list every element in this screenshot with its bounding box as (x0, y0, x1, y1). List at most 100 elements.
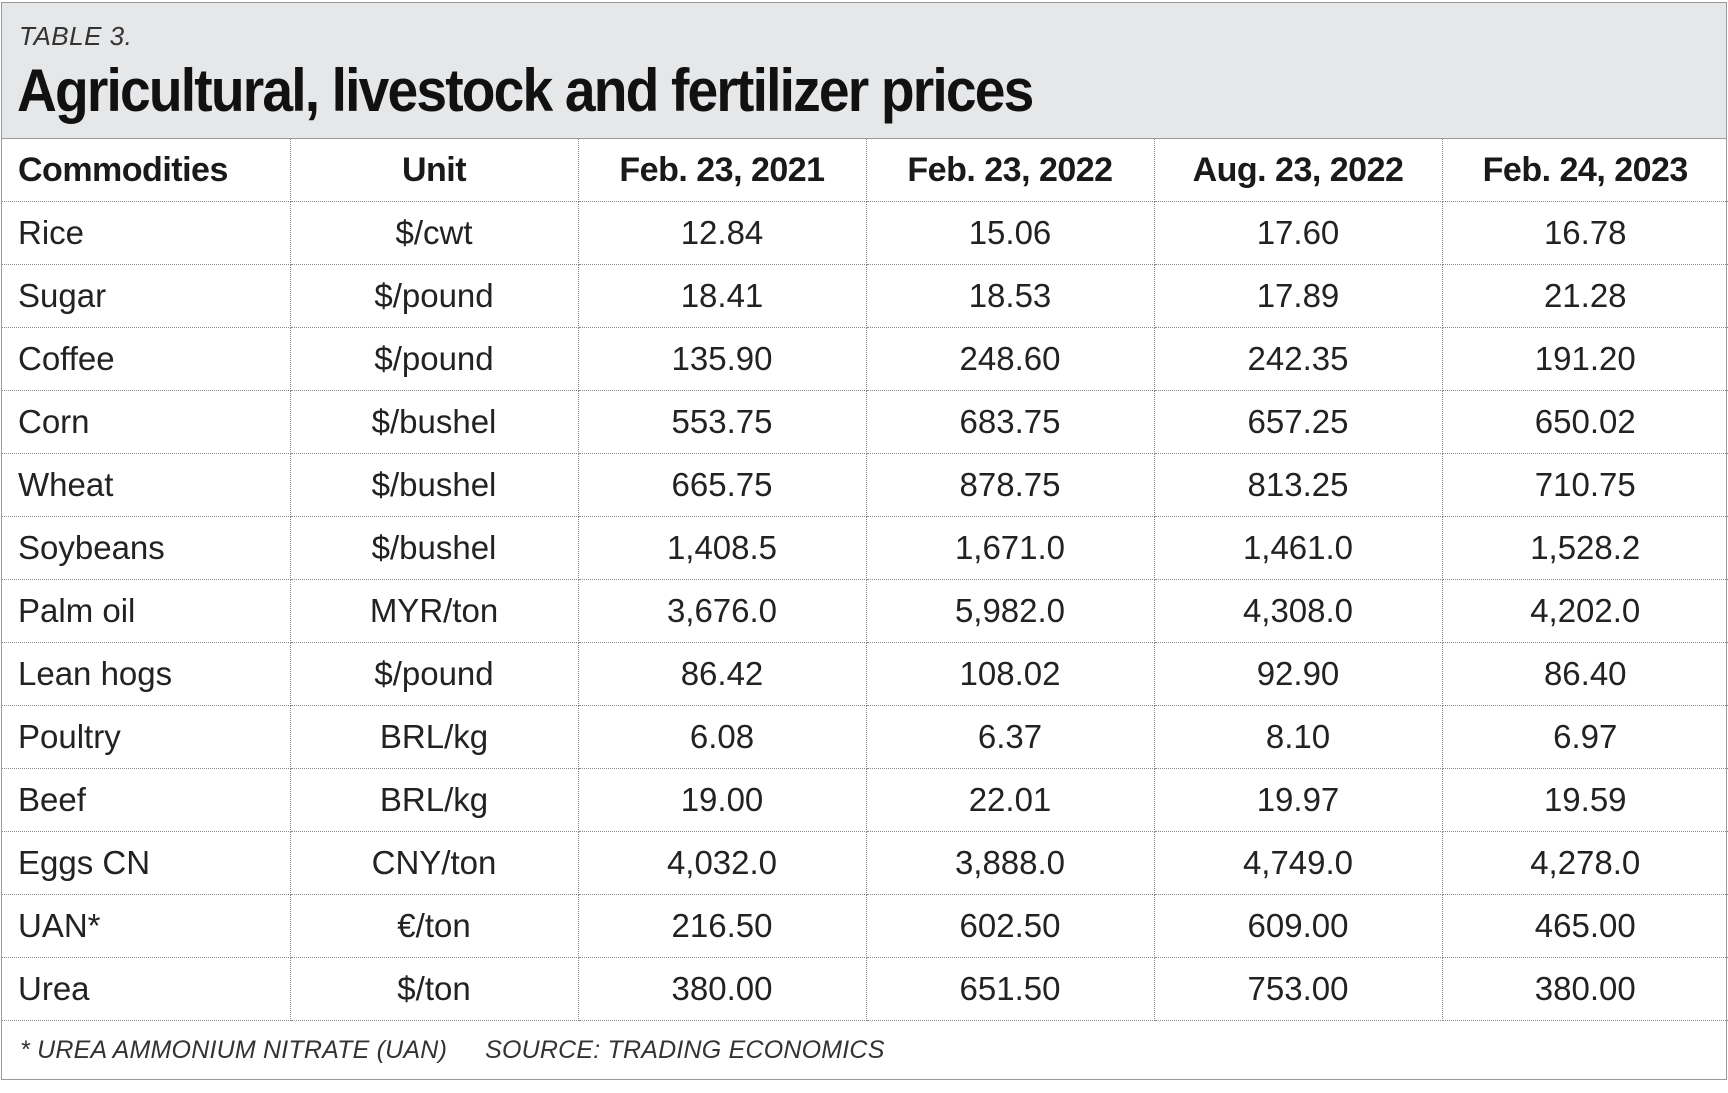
source-note: SOURCE: TRADING ECONOMICS (485, 1035, 885, 1064)
footnote: * UREA AMMONIUM NITRATE (UAN) (20, 1035, 448, 1064)
table-row: Coffee $/pound 135.90 248.60 242.35 191.20 (2, 327, 1728, 391)
price-cell: 92.90 (1154, 642, 1443, 706)
commodity-cell: Corn (2, 390, 291, 454)
header-row: Commodities Unit Feb. 23, 2021 Feb. 23, … (2, 139, 1728, 202)
table-row: Corn $/bushel 553.75 683.75 657.25 650.02 (2, 390, 1728, 454)
table-title: Agricultural, livestock and fertilizer p… (17, 57, 1034, 124)
price-cell: 248.60 (866, 327, 1155, 391)
price-cell: 813.25 (1154, 453, 1443, 517)
price-cell: 108.02 (866, 642, 1155, 706)
price-cell: 135.90 (578, 327, 867, 391)
price-cell: 5,982.0 (866, 579, 1155, 643)
price-cell: 553.75 (578, 390, 867, 454)
price-cell: 4,032.0 (578, 831, 867, 895)
unit-cell: CNY/ton (290, 831, 579, 895)
commodity-cell: Soybeans (2, 516, 291, 580)
price-cell: 16.78 (1442, 201, 1728, 265)
table-row: UAN* €/ton 216.50 602.50 609.00 465.00 (2, 894, 1728, 958)
commodity-cell: Eggs CN (2, 831, 291, 895)
column-header-date-3: Aug. 23, 2022 (1154, 139, 1443, 202)
price-cell: 17.60 (1154, 201, 1443, 265)
price-cell: 216.50 (578, 894, 867, 958)
price-cell: 6.08 (578, 705, 867, 769)
table-row: Beef BRL/kg 19.00 22.01 19.97 19.59 (2, 768, 1728, 832)
commodity-cell: Rice (2, 201, 291, 265)
table-row: Soybeans $/bushel 1,408.5 1,671.0 1,461.0 1,5… (2, 516, 1728, 580)
price-cell: 4,202.0 (1442, 579, 1728, 643)
price-cell: 21.28 (1442, 264, 1728, 328)
price-cell: 380.00 (578, 957, 867, 1021)
price-cell: 3,888.0 (866, 831, 1155, 895)
price-cell: 6.37 (866, 705, 1155, 769)
price-cell: 191.20 (1442, 327, 1728, 391)
price-cell: 12.84 (578, 201, 867, 265)
commodity-cell: Poultry (2, 705, 291, 769)
price-cell: 651.50 (866, 957, 1155, 1021)
table-row: Lean hogs $/pound 86.42 108.02 92.90 86.40 (2, 642, 1728, 706)
price-cell: 380.00 (1442, 957, 1728, 1021)
price-cell: 15.06 (866, 201, 1155, 265)
price-cell: 609.00 (1154, 894, 1443, 958)
table-row: Rice $/cwt 12.84 15.06 17.60 16.78 (2, 201, 1728, 265)
unit-cell: $/cwt (290, 201, 579, 265)
unit-cell: $/pound (290, 642, 579, 706)
price-cell: 1,671.0 (866, 516, 1155, 580)
price-cell: 18.41 (578, 264, 867, 328)
column-header-date-2: Feb. 23, 2022 (866, 139, 1155, 202)
price-cell: 4,308.0 (1154, 579, 1443, 643)
column-header-date-1: Feb. 23, 2021 (578, 139, 867, 202)
unit-cell: BRL/kg (290, 705, 579, 769)
table-row: Wheat $/bushel 665.75 878.75 813.25 710.75 (2, 453, 1728, 517)
unit-cell: €/ton (290, 894, 579, 958)
price-cell: 710.75 (1442, 453, 1728, 517)
price-cell: 1,408.5 (578, 516, 867, 580)
column-header-unit: Unit (290, 139, 579, 202)
unit-cell: $/bushel (290, 390, 579, 454)
table-row: Urea $/ton 380.00 651.50 753.00 380.00 (2, 957, 1728, 1021)
unit-cell: $/bushel (290, 453, 579, 517)
price-cell: 19.97 (1154, 768, 1443, 832)
column-header-date-4: Feb. 24, 2023 (1442, 139, 1728, 202)
table-row: Palm oil MYR/ton 3,676.0 5,982.0 4,308.0 4,20… (2, 579, 1728, 643)
price-cell: 465.00 (1442, 894, 1728, 958)
price-cell: 878.75 (866, 453, 1155, 517)
price-cell: 657.25 (1154, 390, 1443, 454)
unit-cell: MYR/ton (290, 579, 579, 643)
unit-cell: $/pound (290, 327, 579, 391)
commodity-cell: Sugar (2, 264, 291, 328)
price-cell: 22.01 (866, 768, 1155, 832)
table-body: Rice $/cwt 12.84 15.06 17.60 16.78 Sugar $/poun… (2, 201, 1728, 1021)
commodity-cell: Lean hogs (2, 642, 291, 706)
price-cell: 650.02 (1442, 390, 1728, 454)
price-cell: 19.59 (1442, 768, 1728, 832)
table-row: Eggs CN CNY/ton 4,032.0 3,888.0 4,749.0 4,278… (2, 831, 1728, 895)
prices-table: Commodities Unit Feb. 23, 2021 Feb. 23, … (2, 139, 1728, 1021)
price-cell: 86.40 (1442, 642, 1728, 706)
table-footer: * UREA AMMONIUM NITRATE (UAN) SOURCE: TR… (2, 1021, 1726, 1079)
commodity-cell: Coffee (2, 327, 291, 391)
table-row: Poultry BRL/kg 6.08 6.37 8.10 6.97 (2, 705, 1728, 769)
price-cell: 18.53 (866, 264, 1155, 328)
price-cell: 8.10 (1154, 705, 1443, 769)
price-cell: 1,528.2 (1442, 516, 1728, 580)
price-cell: 6.97 (1442, 705, 1728, 769)
price-cell: 1,461.0 (1154, 516, 1443, 580)
column-header-commodities: Commodities (2, 139, 291, 202)
table-label: TABLE 3. (19, 21, 133, 51)
commodity-cell: Beef (2, 768, 291, 832)
price-cell: 4,278.0 (1442, 831, 1728, 895)
unit-cell: $/bushel (290, 516, 579, 580)
price-cell: 602.50 (866, 894, 1155, 958)
price-cell: 17.89 (1154, 264, 1443, 328)
unit-cell: BRL/kg (290, 768, 579, 832)
commodity-cell: Wheat (2, 453, 291, 517)
commodity-cell: UAN* (2, 894, 291, 958)
unit-cell: $/pound (290, 264, 579, 328)
commodity-cell: Urea (2, 957, 291, 1021)
price-cell: 3,676.0 (578, 579, 867, 643)
price-cell: 665.75 (578, 453, 867, 517)
price-cell: 753.00 (1154, 957, 1443, 1021)
unit-cell: $/ton (290, 957, 579, 1021)
price-cell: 19.00 (578, 768, 867, 832)
